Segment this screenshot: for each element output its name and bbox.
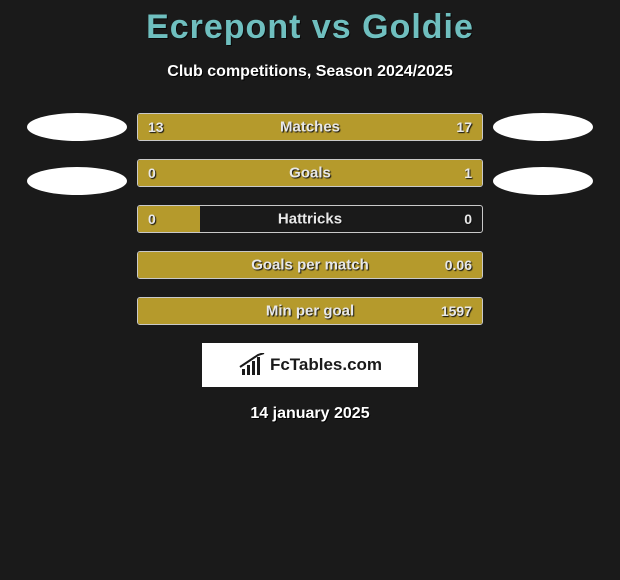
stat-bar: Goals per match0.06: [137, 251, 483, 279]
player-left-photos: [17, 113, 137, 221]
player-right-photos: [483, 113, 603, 221]
player1-photo-ellipse: [27, 113, 127, 141]
stat-bar-right-fill: [276, 114, 482, 140]
stat-bar-left-fill: [138, 160, 200, 186]
stat-bar-right-fill: [200, 160, 482, 186]
player2-photo-ellipse: [493, 167, 593, 195]
brand-text: FcTables.com: [270, 355, 382, 375]
stat-bar-right-fill: [282, 298, 482, 324]
brand-chart-icon: [238, 353, 266, 377]
comparison-area: 13Matches17 0Goals1 0Hattricks0 Goals per m…: [0, 113, 620, 325]
stat-bar-left-fill: [138, 298, 282, 324]
stat-bar: 0Hattricks0: [137, 205, 483, 233]
subtitle: Club competitions, Season 2024/2025: [0, 63, 620, 81]
stat-bar-left-fill: [138, 114, 276, 140]
stat-bar-left-fill: [138, 206, 200, 232]
player1-photo-ellipse: [27, 167, 127, 195]
stats-bars: 13Matches17 0Goals1 0Hattricks0 Goals per m…: [137, 113, 483, 325]
stat-bar-right-fill: [252, 252, 482, 278]
player2-photo-ellipse: [493, 113, 593, 141]
stat-bar-left-fill: [138, 252, 252, 278]
stat-bar: 0Goals1: [137, 159, 483, 187]
stat-bar: 13Matches17: [137, 113, 483, 141]
brand-logo-box: FcTables.com: [202, 343, 418, 387]
page-title: Ecrepont vs Goldie: [0, 0, 620, 47]
date-text: 14 january 2025: [0, 405, 620, 423]
stat-bar: Min per goal1597: [137, 297, 483, 325]
stat-right-value: 0: [464, 211, 472, 227]
